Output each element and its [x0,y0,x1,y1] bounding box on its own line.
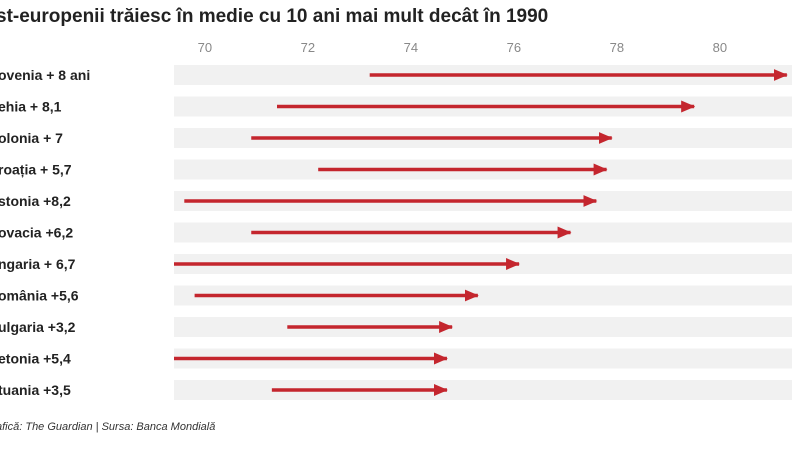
row-label: etonia +5,4 [0,351,71,367]
x-tick-label: 78 [610,40,624,55]
row-band [174,348,792,369]
row-label: ehia + 8,1 [0,99,62,115]
x-tick-label: 76 [507,40,521,55]
row-label: ngaria + 6,7 [0,256,76,272]
row-band [174,317,792,337]
row-label: tuania +3,5 [0,382,71,398]
x-tick-label: 80 [713,40,727,55]
row-band [174,380,792,400]
row-label: ulgaria +3,2 [0,319,76,335]
row-label: stonia +8,2 [0,193,71,209]
x-tick-label: 74 [404,40,418,55]
row-label: roația + 5,7 [0,162,72,178]
x-tick-label: 72 [301,40,315,55]
chart-title: st-europenii trăiesc în medie cu 10 ani … [0,6,549,27]
row-label: ovacia +6,2 [0,225,73,241]
row-label: omânia +5,6 [0,288,79,304]
row-band [174,285,792,306]
row-label: olonia + 7 [0,130,63,146]
x-tick-label: 70 [198,40,212,55]
row-label: ovenia + 8 ani [0,67,90,83]
chart-source: afică: The Guardian | Sursa: Banca Mondi… [0,421,216,433]
